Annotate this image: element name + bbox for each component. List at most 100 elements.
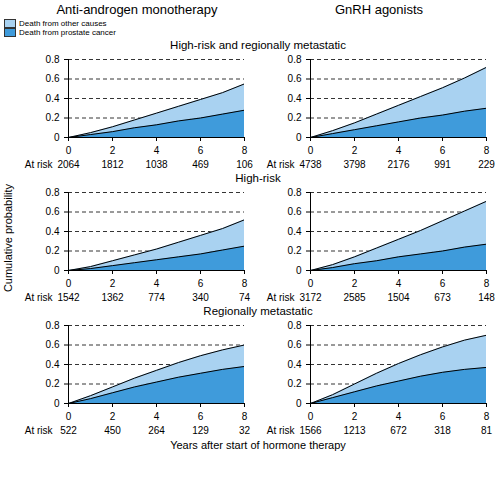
svg-text:0.6: 0.6 (46, 339, 60, 350)
svg-text:0: 0 (54, 265, 60, 276)
svg-text:264: 264 (148, 425, 165, 436)
svg-text:340: 340 (192, 292, 209, 303)
svg-text:0.4: 0.4 (288, 226, 302, 237)
svg-text:8: 8 (484, 145, 490, 156)
svg-text:0.6: 0.6 (46, 73, 60, 84)
svg-text:6: 6 (198, 411, 204, 422)
svg-text:8: 8 (242, 145, 248, 156)
svg-text:318: 318 (434, 425, 451, 436)
svg-text:0: 0 (66, 145, 72, 156)
svg-text:4: 4 (154, 145, 160, 156)
svg-text:0.2: 0.2 (46, 112, 60, 123)
svg-text:8: 8 (484, 278, 490, 289)
svg-text:4: 4 (396, 411, 402, 422)
svg-text:0.4: 0.4 (46, 93, 60, 104)
svg-text:0: 0 (308, 145, 314, 156)
svg-text:0.2: 0.2 (288, 378, 302, 389)
svg-text:991: 991 (434, 159, 451, 170)
svg-text:1038: 1038 (145, 159, 168, 170)
svg-text:450: 450 (104, 425, 121, 436)
svg-text:2: 2 (352, 145, 358, 156)
svg-text:2064: 2064 (57, 159, 80, 170)
svg-text:2: 2 (110, 411, 116, 422)
svg-text:6: 6 (440, 278, 446, 289)
svg-text:2: 2 (352, 278, 358, 289)
svg-text:0.2: 0.2 (46, 378, 60, 389)
html-text:Cumulative probability: Cumulative probability (2, 183, 14, 292)
svg-text:0.6: 0.6 (288, 206, 302, 217)
svg-text:0: 0 (308, 411, 314, 422)
svg-text:4738: 4738 (299, 159, 322, 170)
svg-text:0: 0 (296, 398, 302, 409)
svg-text:0.2: 0.2 (46, 245, 60, 256)
svg-text:0.2: 0.2 (288, 112, 302, 123)
svg-text:2585: 2585 (343, 292, 366, 303)
svg-text:0.8: 0.8 (46, 54, 60, 65)
svg-text:1566: 1566 (299, 425, 322, 436)
svg-text:4: 4 (396, 145, 402, 156)
svg-text:0.8: 0.8 (46, 187, 60, 198)
svg-text:0.4: 0.4 (288, 359, 302, 370)
svg-text:0: 0 (66, 411, 72, 422)
svg-text:6: 6 (440, 145, 446, 156)
svg-text:0.6: 0.6 (288, 73, 302, 84)
html-text:GnRH agonists: GnRH agonists (334, 1, 424, 17)
svg-text:2: 2 (352, 411, 358, 422)
svg-text:0.8: 0.8 (288, 187, 302, 198)
svg-text:522: 522 (60, 425, 77, 436)
svg-text:148: 148 (478, 292, 495, 303)
svg-text:3798: 3798 (343, 159, 366, 170)
svg-text:0.6: 0.6 (46, 206, 60, 217)
svg-text:229: 229 (478, 159, 495, 170)
svg-text:2: 2 (110, 278, 116, 289)
svg-text:4: 4 (396, 278, 402, 289)
svg-text:0.8: 0.8 (288, 320, 302, 331)
svg-text:81: 81 (481, 425, 493, 436)
svg-text:At risk: At risk (25, 292, 54, 303)
svg-text:8: 8 (242, 411, 248, 422)
svg-text:0: 0 (296, 132, 302, 143)
svg-text:74: 74 (239, 292, 251, 303)
html-text:High-risk and regionally metas: High-risk and regionally metastatic (170, 39, 346, 51)
svg-text:1504: 1504 (387, 292, 410, 303)
svg-text:0: 0 (308, 278, 314, 289)
svg-text:0.2: 0.2 (288, 245, 302, 256)
svg-text:0.4: 0.4 (46, 359, 60, 370)
svg-text:4: 4 (154, 278, 160, 289)
svg-text:1542: 1542 (57, 292, 80, 303)
svg-text:1213: 1213 (343, 425, 366, 436)
svg-text:0: 0 (54, 398, 60, 409)
svg-text:0.8: 0.8 (288, 54, 302, 65)
svg-text:1812: 1812 (101, 159, 124, 170)
svg-text:469: 469 (192, 159, 209, 170)
svg-text:6: 6 (198, 278, 204, 289)
svg-text:0.6: 0.6 (288, 339, 302, 350)
svg-text:At risk: At risk (267, 292, 296, 303)
svg-text:0: 0 (296, 265, 302, 276)
svg-text:6: 6 (440, 411, 446, 422)
svg-text:3172: 3172 (299, 292, 322, 303)
svg-text:0: 0 (66, 278, 72, 289)
svg-text:6: 6 (198, 145, 204, 156)
svg-text:672: 672 (390, 425, 407, 436)
svg-text:774: 774 (148, 292, 165, 303)
svg-text:2176: 2176 (387, 159, 410, 170)
svg-text:0: 0 (54, 132, 60, 143)
svg-text:0.4: 0.4 (46, 226, 60, 237)
svg-text:0.8: 0.8 (46, 320, 60, 331)
svg-text:At risk: At risk (267, 159, 296, 170)
svg-text:4: 4 (154, 411, 160, 422)
svg-text:8: 8 (242, 278, 248, 289)
svg-text:0.4: 0.4 (288, 93, 302, 104)
svg-text:32: 32 (239, 425, 251, 436)
svg-text:673: 673 (434, 292, 451, 303)
svg-text:129: 129 (192, 425, 209, 436)
svg-text:At risk: At risk (267, 425, 296, 436)
svg-text:8: 8 (484, 411, 490, 422)
svg-text:106: 106 (236, 159, 253, 170)
svg-text:At risk: At risk (25, 159, 54, 170)
svg-text:2: 2 (110, 145, 116, 156)
svg-text:At risk: At risk (25, 425, 54, 436)
html-text:Anti-androgen monotherapy: Anti-androgen monotherapy (56, 1, 218, 17)
svg-text:1362: 1362 (101, 292, 124, 303)
